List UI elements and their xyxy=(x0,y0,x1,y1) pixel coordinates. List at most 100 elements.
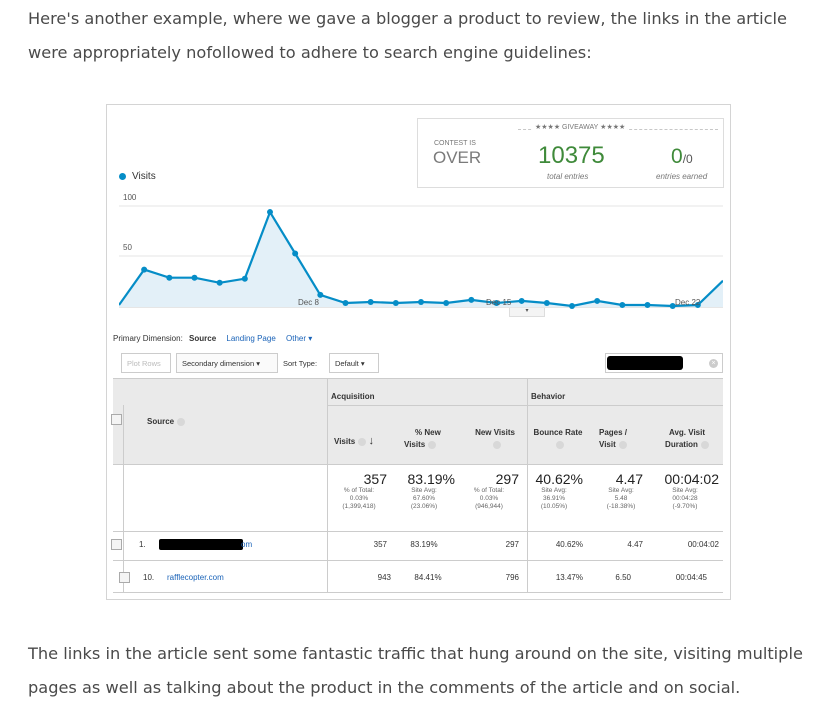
data-point[interactable] xyxy=(292,250,299,257)
primary-dimension-bar: Primary Dimension: Source Landing Page O… xyxy=(113,334,312,343)
sort-arrow-down-icon: ↓ xyxy=(368,435,374,447)
visits-column-header[interactable]: Visits ↓ xyxy=(334,435,374,447)
secondary-dimension-dropdown[interactable]: Secondary dimension ▾ xyxy=(176,353,278,373)
clear-search-icon[interactable]: × xyxy=(709,359,718,368)
contest-widget: ★★★★ GIVEAWAY ★★★★ CONTEST IS OVER 10375… xyxy=(417,118,724,188)
collapse-toggle[interactable]: ▾ xyxy=(509,308,545,317)
divider xyxy=(113,531,723,532)
data-point[interactable] xyxy=(694,301,701,308)
y-tick-50: 50 xyxy=(123,243,132,252)
chevron-down-icon: ▾ xyxy=(360,359,365,368)
chart-legend: Visits xyxy=(119,171,156,182)
row-source-link[interactable]: om xyxy=(241,540,253,549)
divider xyxy=(113,592,723,593)
data-point[interactable] xyxy=(166,274,173,281)
data-point[interactable] xyxy=(569,302,575,309)
y-tick-100: 100 xyxy=(123,193,137,202)
data-point[interactable] xyxy=(317,291,324,298)
help-icon xyxy=(618,440,627,449)
total-pct-new-visits: 83.19% Site Avg: 67.60% (23.06%) xyxy=(407,471,455,510)
row-new-visits: 796 xyxy=(505,573,519,582)
data-point[interactable] xyxy=(267,209,273,216)
data-point[interactable] xyxy=(543,299,550,306)
redacted-search-text xyxy=(607,356,683,370)
data-point[interactable] xyxy=(392,299,399,306)
data-point[interactable] xyxy=(443,299,450,306)
row-checkbox[interactable] xyxy=(111,539,122,550)
bounce-rate-column-header[interactable]: Bounce Rate xyxy=(528,428,588,449)
select-all-checkbox[interactable] xyxy=(111,414,122,425)
sort-type-label: Sort Type: xyxy=(283,359,318,368)
plot-rows-button[interactable]: Plot Rows xyxy=(121,353,171,373)
total-entries-value: 10375 xyxy=(538,142,605,169)
new-visits-column-header[interactable]: New Visits xyxy=(467,428,523,449)
visits-line-chart xyxy=(119,205,723,309)
row-pages-per-visit: 4.47 xyxy=(627,540,643,549)
redacted-source xyxy=(159,539,243,550)
intro-paragraph: Here's another example, where we gave a … xyxy=(28,9,787,62)
row-index: 10. xyxy=(143,573,155,582)
help-icon xyxy=(358,437,367,446)
data-point[interactable] xyxy=(468,296,475,303)
help-icon xyxy=(177,417,186,426)
primary-dimension-label: Primary Dimension: xyxy=(113,334,183,343)
row-avg-visit-duration: 00:04:45 xyxy=(675,573,707,582)
divider xyxy=(113,378,723,379)
row-source-link[interactable]: rafflecopter.com xyxy=(167,573,224,582)
chevron-down-icon: ▾ xyxy=(256,359,260,368)
divider xyxy=(113,464,723,465)
pct-new-visits-column-header[interactable]: % New Visits xyxy=(404,428,441,449)
divider xyxy=(113,560,723,561)
divider xyxy=(123,405,124,592)
data-point[interactable] xyxy=(518,297,525,304)
help-icon xyxy=(428,440,437,449)
data-point[interactable] xyxy=(241,275,248,282)
row-checkbox[interactable] xyxy=(119,572,130,583)
data-point[interactable] xyxy=(418,298,424,305)
data-point[interactable] xyxy=(669,302,676,309)
data-point[interactable] xyxy=(493,299,500,306)
behavior-group-header: Behavior xyxy=(531,392,566,401)
data-point[interactable] xyxy=(594,297,601,304)
total-visits: 357% of Total: 0.03% (1,399,418) xyxy=(342,471,387,510)
row-visits: 357 xyxy=(373,540,387,549)
earned-entries-label: entries earned xyxy=(656,172,708,181)
row-bounce-rate: 13.47% xyxy=(555,573,583,582)
data-point[interactable] xyxy=(342,299,349,306)
dimension-source[interactable]: Source xyxy=(189,334,217,343)
analytics-screenshot: ★★★★ GIVEAWAY ★★★★ CONTEST IS OVER 10375… xyxy=(106,104,731,600)
row-pct-new-visits: 83.19% xyxy=(410,540,438,549)
visits-area xyxy=(119,212,723,307)
help-icon xyxy=(492,440,501,449)
row-pages-per-visit: 6.50 xyxy=(615,573,631,582)
dimension-landing-page-link[interactable]: Landing Page xyxy=(226,334,276,343)
contest-status-value: OVER xyxy=(433,148,482,167)
sort-type-dropdown[interactable]: Default ▾ xyxy=(329,353,379,373)
contest-status-label: CONTEST IS xyxy=(434,140,476,147)
total-new-visits: 297% of Total: 0.03% (946,944) xyxy=(473,471,519,510)
pages-per-visit-column-header[interactable]: Pages / Visit xyxy=(599,428,628,449)
row-avg-visit-duration: 00:04:02 xyxy=(687,540,719,549)
data-point[interactable] xyxy=(141,266,148,273)
total-entries-label: total entries xyxy=(547,172,589,181)
visits-dot-icon xyxy=(119,172,126,180)
data-point[interactable] xyxy=(644,301,651,308)
total-pages-per-visit: 4.47 Site Avg: 5.48 (-18.38%) xyxy=(606,471,643,510)
data-point[interactable] xyxy=(191,274,198,281)
data-point[interactable] xyxy=(619,301,626,308)
source-column-header[interactable]: Source xyxy=(147,417,186,426)
data-point[interactable] xyxy=(216,279,223,286)
divider xyxy=(327,378,328,592)
dimension-other-link[interactable]: Other ▾ xyxy=(286,334,313,343)
x-tick-dec15: Dec 15 xyxy=(486,298,512,307)
data-point[interactable] xyxy=(367,298,374,305)
outro-paragraph: The links in the article sent some fanta… xyxy=(28,644,803,697)
earned-entries-value: 0/0 xyxy=(671,145,693,168)
row-visits: 943 xyxy=(377,573,391,582)
total-avg-visit-duration: 00:04:02 Site Avg: 00:04:28 (-9.70%) xyxy=(664,471,720,510)
x-tick-dec8: Dec 8 xyxy=(298,298,319,307)
row-pct-new-visits: 84.41% xyxy=(414,573,442,582)
avg-visit-duration-column-header[interactable]: Avg. Visit Duration xyxy=(653,428,721,449)
x-tick-dec22: Dec 22 xyxy=(675,298,701,307)
table-header-bg xyxy=(113,378,723,464)
